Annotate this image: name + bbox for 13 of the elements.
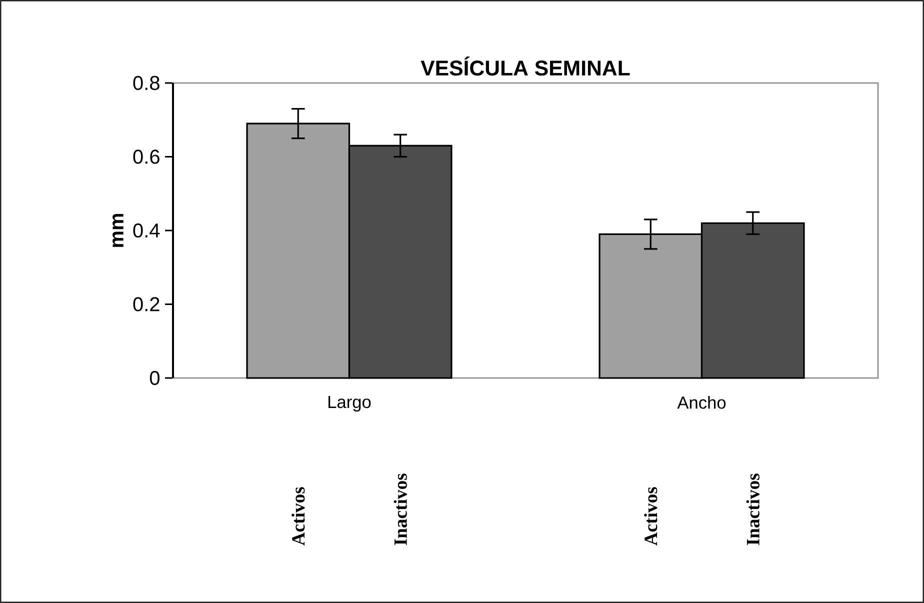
x-tick-label: Ancho — [677, 396, 726, 409]
text: Inactivos — [394, 474, 407, 546]
y-tick-label: 0.8 — [133, 76, 160, 90]
x-tick-label: Largo — [328, 396, 371, 412]
y-axis-title: mm — [112, 214, 124, 247]
text: Activos — [292, 487, 305, 546]
y-tick-label: 0.2 — [133, 297, 160, 312]
y-tick-label: 0.4 — [133, 223, 160, 238]
chart-title: VESÍCULA SEMINAL — [420, 56, 630, 76]
text: Activos — [644, 487, 658, 546]
y-tick-label: 0.6 — [133, 150, 160, 164]
text: Inactivos — [746, 474, 760, 546]
y-tick-label: 0 — [150, 370, 160, 386]
